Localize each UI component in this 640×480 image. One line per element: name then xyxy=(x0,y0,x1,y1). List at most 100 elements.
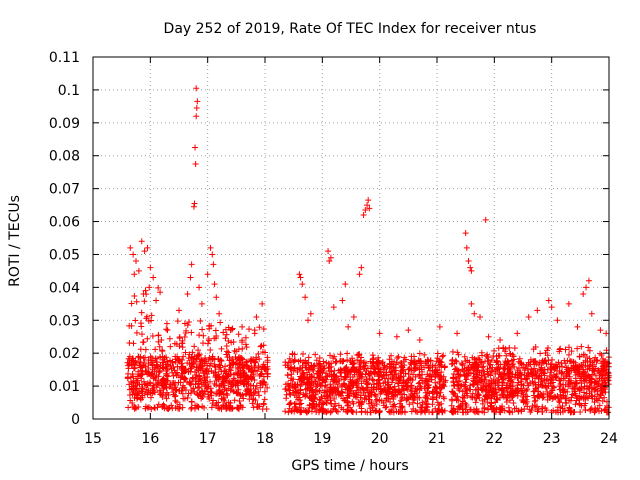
data-point xyxy=(313,409,320,416)
data-point xyxy=(193,85,200,92)
data-point xyxy=(257,371,264,378)
data-point xyxy=(589,359,596,366)
data-point xyxy=(565,378,572,385)
data-point xyxy=(253,382,260,389)
data-point xyxy=(432,362,439,369)
data-point xyxy=(392,364,399,371)
data-point xyxy=(256,324,263,331)
data-point xyxy=(240,395,247,402)
data-point xyxy=(264,370,271,377)
data-point xyxy=(259,378,266,385)
data-point xyxy=(243,359,250,366)
data-point xyxy=(248,366,255,373)
data-point xyxy=(234,390,241,397)
data-point xyxy=(421,381,428,388)
data-point xyxy=(395,353,402,360)
data-point xyxy=(239,364,246,371)
data-point xyxy=(397,404,404,411)
data-point xyxy=(564,388,571,395)
data-point xyxy=(126,392,133,399)
data-point xyxy=(542,357,549,364)
frame-layer xyxy=(92,56,610,420)
data-point xyxy=(476,369,483,376)
data-point xyxy=(344,356,351,363)
data-point xyxy=(216,310,223,317)
data-point xyxy=(349,359,356,366)
data-point xyxy=(259,406,266,413)
data-point xyxy=(153,365,160,372)
data-point xyxy=(150,274,157,281)
data-point xyxy=(518,406,525,413)
data-point xyxy=(531,365,538,372)
x-axis-title: GPS time / hours xyxy=(291,458,408,474)
x-tick-label: 16 xyxy=(141,431,159,447)
data-point xyxy=(227,399,234,406)
data-point xyxy=(173,372,180,379)
data-point xyxy=(465,258,472,265)
data-point xyxy=(313,357,320,364)
data-point xyxy=(375,409,382,416)
data-point xyxy=(350,382,357,389)
x-tick-label: 22 xyxy=(485,431,503,447)
data-point xyxy=(308,381,315,388)
data-point xyxy=(248,357,255,364)
data-point xyxy=(499,391,506,398)
data-point xyxy=(187,274,194,281)
data-point xyxy=(524,380,531,387)
data-point xyxy=(449,356,456,363)
data-point xyxy=(502,359,509,366)
data-point xyxy=(370,380,377,387)
x-tick-label: 20 xyxy=(371,431,389,447)
data-point xyxy=(217,357,224,364)
data-point xyxy=(592,406,599,413)
data-point xyxy=(475,355,482,362)
data-point xyxy=(139,364,146,371)
data-point xyxy=(164,358,171,365)
data-point xyxy=(221,394,228,401)
data-point xyxy=(146,284,153,291)
data-point xyxy=(237,402,244,409)
data-point xyxy=(580,359,587,366)
data-point xyxy=(350,390,357,397)
data-point xyxy=(492,366,499,373)
data-point xyxy=(496,404,503,411)
data-point xyxy=(137,346,144,353)
data-point xyxy=(429,393,436,400)
chart-title: Day 252 of 2019, Rate Of TEC Index for r… xyxy=(164,21,537,37)
data-point xyxy=(323,408,330,415)
data-point xyxy=(531,398,538,405)
tick-labels-layer: 15 16 17 18 19 20 21 22 23 24 0 0.01 0.02 0.03 0.04 0.0… xyxy=(49,50,618,447)
data-point xyxy=(549,385,556,392)
data-point xyxy=(435,402,442,409)
data-point xyxy=(134,380,141,387)
data-point xyxy=(576,387,583,394)
data-point xyxy=(207,360,214,367)
data-point xyxy=(483,386,490,393)
data-point xyxy=(498,373,505,380)
data-point xyxy=(160,356,167,363)
data-point xyxy=(356,403,363,410)
data-point xyxy=(587,362,594,369)
data-point xyxy=(160,364,167,371)
data-point xyxy=(159,347,166,354)
data-point xyxy=(357,392,364,399)
data-point xyxy=(532,385,539,392)
data-point xyxy=(331,395,338,402)
data-point xyxy=(178,360,185,367)
data-point xyxy=(401,391,408,398)
data-point xyxy=(191,200,198,207)
data-point xyxy=(170,372,177,379)
data-point xyxy=(307,395,314,402)
data-point xyxy=(364,385,371,392)
data-point xyxy=(249,400,256,407)
data-point xyxy=(345,371,352,378)
data-point xyxy=(264,357,271,364)
data-point xyxy=(402,380,409,387)
data-point xyxy=(547,380,554,387)
data-point xyxy=(495,352,502,359)
data-point xyxy=(332,406,339,413)
data-point xyxy=(460,409,467,416)
data-point xyxy=(519,388,526,395)
data-point xyxy=(296,271,303,278)
data-point xyxy=(135,267,142,274)
